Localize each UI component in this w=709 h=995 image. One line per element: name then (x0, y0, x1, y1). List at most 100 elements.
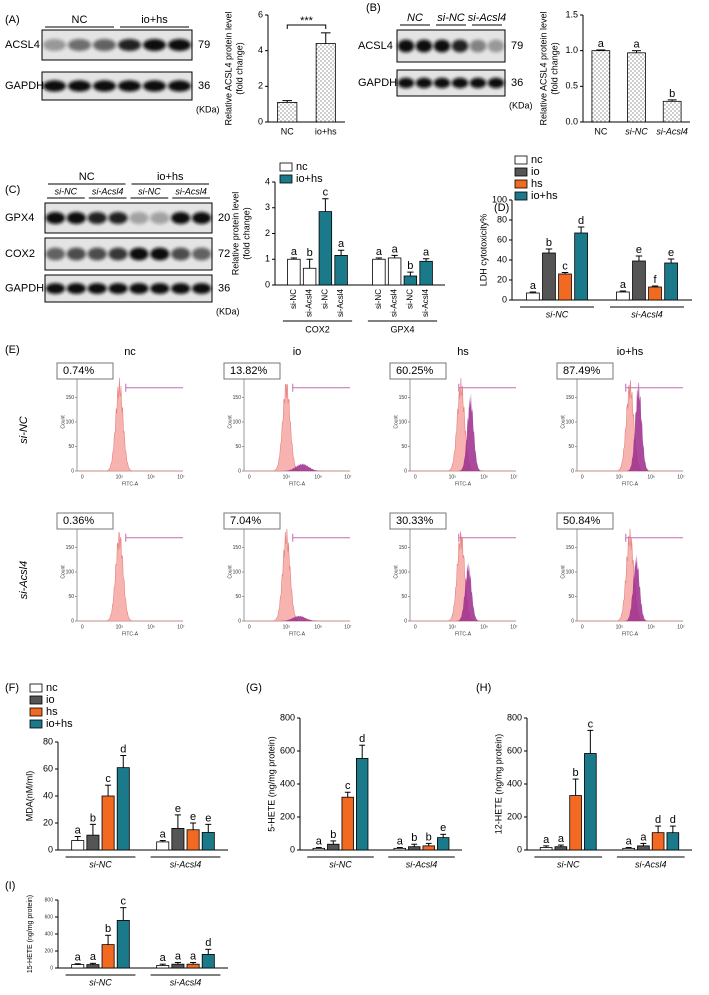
flow-x-tick-label: 10⁵ (616, 474, 624, 480)
bar (558, 273, 572, 301)
flow-y-tick-label: 150 (399, 545, 408, 551)
significance-label: *** (300, 15, 314, 27)
percent-box (223, 512, 281, 530)
blot-band (66, 247, 86, 261)
legend-swatch (514, 155, 528, 165)
significance-letter: a (75, 824, 82, 836)
x-tick-label: si-Acsl4 (336, 288, 345, 317)
legend-label: io+hs (531, 190, 558, 202)
y-axis-label: Relative ACSL4 protein level (223, 11, 233, 125)
significance-letter: a (633, 39, 640, 51)
significance-letter: b (90, 812, 96, 824)
blot-band (150, 283, 170, 294)
percent-box (556, 362, 614, 380)
blot-band (469, 39, 487, 53)
blot-band (171, 212, 191, 224)
legend-label: hs (46, 706, 58, 718)
percent-label: 60.25% (396, 365, 434, 377)
flow-x-tick-label: 10⁶ (314, 474, 322, 480)
blot-size-label: 36 (511, 77, 523, 89)
significance-letter: b (573, 767, 579, 779)
bar (156, 965, 170, 969)
y-tick-label: 40 (497, 254, 507, 264)
flow-y-tick-label: 0 (238, 618, 241, 624)
bar (201, 832, 215, 851)
significance-bracket (286, 24, 327, 29)
significance-letter: d (655, 814, 661, 826)
blot-band (45, 283, 66, 294)
blot-band (168, 80, 191, 92)
percent-label: 30.33% (396, 515, 434, 527)
flow-y-tick-label: 150 (233, 395, 242, 401)
bar (312, 847, 325, 851)
blot-band (487, 39, 505, 53)
percent-label: 13.82% (230, 365, 268, 377)
blot-row-label: GAPDH (5, 80, 44, 92)
x-tick-label: si-Acsl4 (305, 288, 314, 317)
lane-group-label: si-NC (437, 12, 465, 24)
legend-label: nc (531, 154, 543, 166)
bar (341, 796, 354, 851)
legend-swatch (514, 167, 528, 177)
y-tick-label: 0 (290, 844, 295, 854)
blot-row-label: GAPDH (358, 77, 397, 89)
flow-y-tick-label: 150 (66, 545, 75, 551)
significance-letter: e (636, 244, 642, 256)
panel-label: (E) (5, 344, 20, 356)
bar (651, 832, 665, 851)
blot-band (433, 39, 451, 53)
group-label: si-Acsl4 (635, 859, 667, 869)
significance-letter: e (205, 812, 211, 824)
significance-letter: a (316, 835, 323, 847)
x-tick-label: NC (281, 126, 294, 136)
lane-group-label: NC (79, 171, 95, 183)
blot-band (108, 247, 128, 261)
blot-strip (396, 29, 506, 63)
significance-letter: a (620, 279, 627, 291)
legend-label: io (531, 166, 540, 178)
x-tick-label: si-NC (374, 289, 383, 309)
blot-band (168, 39, 191, 51)
y-axis-label: MDA(nM/ml) (24, 771, 34, 822)
significance-letter: b (330, 829, 336, 841)
flow-x-label: FITC-A (289, 481, 306, 487)
legend-swatch (514, 179, 528, 189)
lane-group-label: io+hs (141, 14, 168, 26)
significance-letter: b (669, 88, 675, 100)
blot-band (469, 77, 487, 89)
significance-letter: a (598, 38, 605, 50)
significance-letter: a (543, 834, 550, 846)
bar (86, 834, 100, 851)
significance-letter: a (160, 828, 167, 840)
significance-letter: d (359, 733, 365, 745)
blot-band (143, 39, 166, 51)
blot-band (68, 39, 91, 51)
legend-label: io+hs (296, 173, 323, 185)
panel-label: (F) (5, 682, 19, 694)
significance-letter: a (291, 246, 298, 258)
flow-x-tick-label: 10⁵ (449, 624, 457, 630)
blot-band (108, 212, 128, 224)
bar (616, 291, 630, 301)
group-label: si-NC (557, 859, 580, 869)
column-label: io (293, 346, 302, 358)
flow-x-tick-label: 10⁵ (283, 624, 291, 630)
flow-x-tick-label: 10⁷ (177, 624, 185, 630)
blot-band (191, 212, 212, 224)
bar (101, 944, 115, 969)
flow-x-tick-label: 10⁵ (116, 474, 124, 480)
flow-y-tick-label: 100 (566, 419, 575, 425)
significance-letter: b (426, 831, 432, 843)
panel-label: (A) (5, 14, 20, 26)
flow-x-tick-label: 10⁵ (449, 474, 457, 480)
flow-x-tick-label: 0 (248, 474, 251, 480)
bar (437, 837, 450, 851)
y-tick-label: 800 (280, 712, 295, 722)
legend-swatch (279, 162, 293, 172)
column-label: hs (457, 346, 469, 358)
bar (318, 211, 333, 286)
bar (201, 954, 215, 969)
y-tick-label: 4 (265, 176, 270, 186)
y-tick-label: 0 (517, 844, 522, 854)
significance-letter: d (670, 814, 676, 826)
